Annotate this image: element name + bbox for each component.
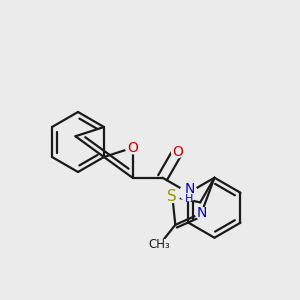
Ellipse shape	[179, 185, 197, 201]
Ellipse shape	[172, 146, 184, 158]
Text: O: O	[127, 141, 138, 155]
Text: CH₃: CH₃	[148, 238, 170, 251]
Text: N: N	[196, 206, 206, 220]
Ellipse shape	[149, 239, 170, 251]
Ellipse shape	[195, 207, 207, 219]
Text: H: H	[185, 194, 194, 204]
Ellipse shape	[165, 190, 179, 202]
Ellipse shape	[125, 142, 140, 154]
Text: N: N	[184, 182, 195, 196]
Text: S: S	[167, 189, 177, 204]
Text: O: O	[172, 145, 183, 159]
